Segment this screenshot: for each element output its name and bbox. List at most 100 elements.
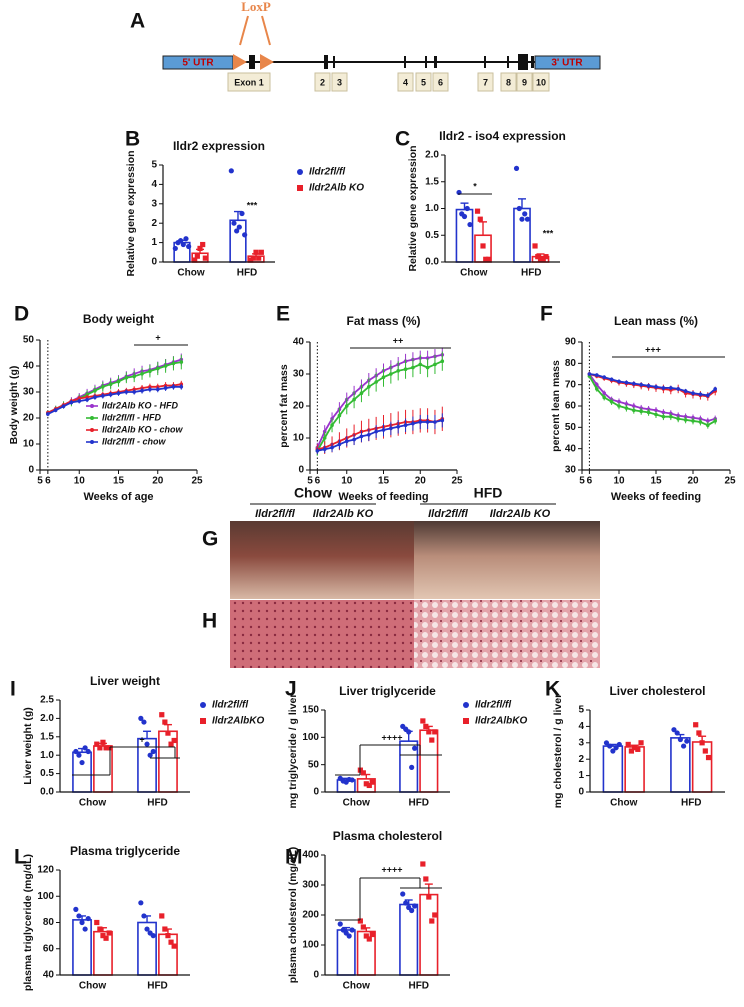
x-tick-label: 6 (315, 476, 321, 487)
data-point (141, 913, 147, 919)
exon-label: 10 (536, 77, 546, 87)
data-point (150, 933, 156, 939)
data-point (322, 447, 327, 452)
data-point (108, 392, 113, 397)
x-axis-label: Weeks of feeding (338, 491, 428, 503)
data-point (165, 933, 171, 939)
data-point (532, 243, 538, 249)
y-tick-label: 2.0 (40, 713, 54, 724)
y-tick-label: 1.5 (40, 731, 54, 742)
data-point (100, 933, 106, 939)
chart-title: Plasma cholesterol (333, 829, 442, 843)
data-point (168, 939, 174, 945)
data-point (330, 423, 334, 428)
data-point (360, 924, 366, 930)
y-axis-label: Relative gene expression (125, 150, 137, 276)
data-point (713, 387, 717, 391)
data-point (412, 745, 418, 751)
data-point (116, 379, 121, 384)
exon-label: Exon 1 (234, 77, 264, 87)
exon-label: 3 (337, 77, 342, 87)
data-point (467, 221, 473, 228)
gene-diagram: A LoxP 5' UTR 3' UTR (130, 0, 601, 70)
data-point (609, 399, 614, 404)
y-tick-label: 5 (151, 160, 157, 171)
data-point (671, 727, 677, 733)
data-point (140, 372, 144, 376)
data-point (423, 723, 429, 729)
exon-box (227, 72, 271, 92)
y-tick-label: 1.0 (425, 203, 439, 214)
data-point (162, 719, 168, 725)
data-point (429, 918, 435, 924)
y-tick-label: 40 (565, 443, 577, 454)
data-point (101, 385, 105, 389)
y-tick-label: 40 (43, 970, 55, 981)
data-point (524, 216, 531, 222)
data-point (381, 375, 386, 380)
y-tick-label: 2.0 (425, 150, 439, 161)
data-point (236, 224, 242, 230)
data-point (100, 739, 106, 745)
legend-marker (90, 404, 94, 408)
data-point (684, 738, 690, 744)
data-point (369, 779, 375, 785)
data-point (669, 414, 673, 419)
panel-letter: M (285, 846, 303, 869)
data-point (432, 912, 438, 918)
data-point (228, 168, 234, 174)
data-point (183, 236, 189, 242)
data-point (140, 388, 144, 393)
data-point (231, 220, 237, 226)
x-tick-label: Chow (460, 268, 487, 279)
x-tick-label: Chow (610, 798, 637, 809)
y-tick-label: 1.5 (425, 176, 439, 187)
x-tick-label: Chow (177, 268, 204, 279)
data-point (683, 418, 688, 422)
photo (414, 521, 506, 599)
x-tick-label: 25 (191, 476, 203, 487)
bar (513, 207, 531, 263)
chart-title: Liver weight (90, 674, 160, 688)
data-point (124, 390, 129, 394)
data-point (337, 442, 342, 447)
y-tick-label: 0.5 (40, 768, 54, 779)
significance-label: + (155, 332, 160, 342)
y-tick-label: 0 (28, 465, 34, 476)
loxp-arrow (261, 15, 271, 46)
data-point (97, 745, 103, 751)
data-point (250, 255, 256, 261)
y-tick-label: 60 (565, 401, 577, 412)
legend-label: Ildr2fl/fl - chow (102, 436, 167, 446)
data-point (595, 382, 599, 387)
data-point (366, 782, 372, 789)
exon-box (415, 72, 432, 92)
significance-label: *** (247, 200, 258, 210)
utr-box (534, 55, 601, 70)
y-tick-label: 0 (313, 970, 319, 981)
data-point (77, 396, 82, 401)
exon-box (532, 72, 550, 92)
data-point (344, 439, 349, 444)
data-point (680, 743, 687, 749)
utr-label: 5' UTR (182, 58, 214, 69)
y-tick-label: 4 (151, 179, 157, 190)
bar (419, 729, 439, 793)
data-point (698, 392, 703, 397)
photo (506, 521, 600, 599)
data-point (480, 243, 486, 249)
data-point (344, 404, 349, 408)
chart: K Liver cholesterol Chow HFD 0 1 2 3 4 5 mg choles… (545, 678, 725, 809)
data-point (76, 913, 82, 919)
data-point (698, 420, 703, 424)
data-point (677, 736, 683, 743)
y-tick-label: 50 (565, 422, 577, 433)
data-point (352, 397, 356, 402)
data-point (97, 926, 103, 932)
data-point (409, 907, 415, 914)
chart-title: Liver cholesterol (609, 684, 705, 698)
data-point (106, 745, 112, 751)
data-point (106, 930, 112, 936)
data-point (359, 391, 364, 396)
data-point (82, 745, 88, 751)
